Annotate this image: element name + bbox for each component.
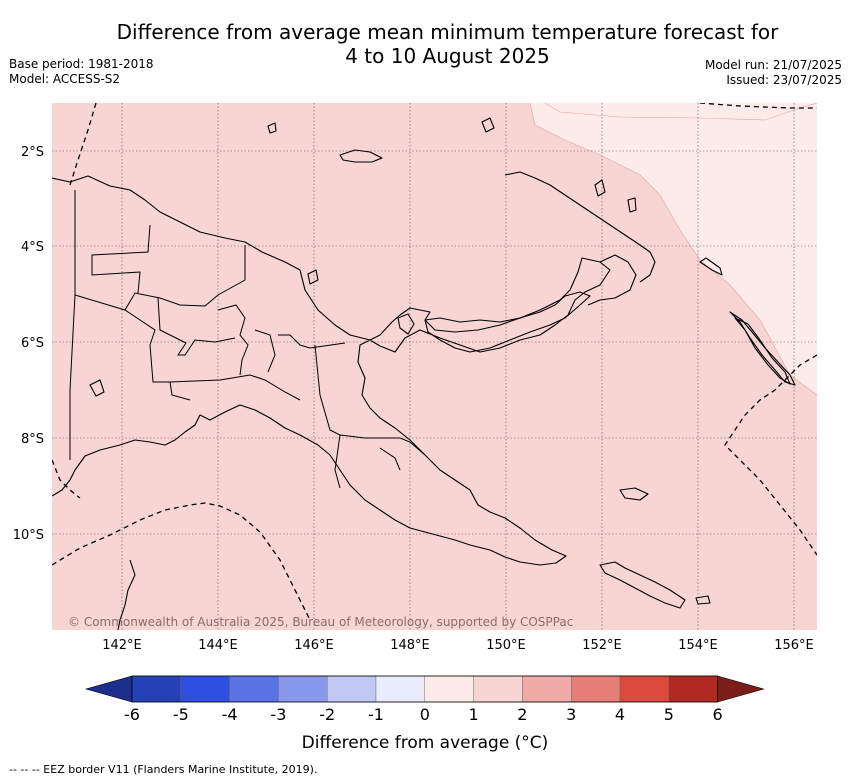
colorbar-tick-label: -1 (368, 705, 384, 724)
small-island-1 (481, 117, 495, 133)
colorbar-segment (522, 675, 572, 703)
small-island-2 (397, 313, 415, 335)
map-title: Difference from average mean minimum tem… (60, 20, 835, 68)
papuan-peninsula (587, 254, 637, 306)
lon-label-142e: 142°E (102, 638, 142, 653)
colorbar-tick-label: -5 (173, 705, 189, 724)
lat-label-8s: 8°S (21, 432, 44, 447)
lon-label-150e: 150°E (486, 638, 526, 653)
anomaly-contour (529, 103, 817, 396)
colorbar-tick-label: 2 (517, 705, 527, 724)
manus-island (339, 149, 383, 163)
lon-label-152e: 152°E (582, 638, 622, 653)
colorbar-segment (131, 675, 181, 703)
cape-york (117, 559, 136, 630)
issued-date: Issued: 23/07/2025 (726, 73, 842, 87)
new-britain (424, 291, 591, 353)
coastlines (52, 117, 796, 630)
model-name: Model: ACCESS-S2 (9, 72, 121, 86)
colorbar-tick-label: 6 (713, 705, 723, 724)
colorbar-segment (327, 675, 377, 703)
lat-label-6s: 6°S (21, 336, 44, 351)
colorbar-segment (619, 675, 669, 703)
colorbar-segment (375, 675, 425, 703)
colorbar-tick-label: -3 (270, 705, 286, 724)
small-island-3 (307, 269, 319, 285)
lon-labels: 142°E 144°E 146°E 148°E 150°E 152°E 154°… (102, 638, 814, 653)
anomaly-fill-northeast (530, 103, 817, 395)
model-run: Model run: 21/07/2025 (704, 58, 842, 72)
colorbar-outline (131, 675, 718, 703)
lon-label-144e: 144°E (198, 638, 238, 653)
colorbar (84, 675, 765, 703)
small-island-6 (89, 379, 105, 397)
colorbar-segment (278, 675, 328, 703)
lon-label-156e: 156°E (774, 638, 814, 653)
colorbar-extend-high (717, 675, 765, 703)
lat-labels: 2°S 4°S 6°S 8°S 10°S (13, 145, 44, 543)
colorbar-segment (424, 675, 474, 703)
meta-left: Base period: 1981-2018 Model: ACCESS-S2 (9, 57, 154, 87)
copyright-text: © Commonwealth of Australia 2025, Bureau… (68, 615, 573, 629)
lat-label-2s: 2°S (21, 145, 44, 160)
lon-label-148e: 148°E (390, 638, 430, 653)
louisiade-islands (599, 561, 686, 609)
new-guinea-coast (52, 175, 611, 566)
colorbar-segment (571, 675, 621, 703)
small-island-7 (267, 122, 277, 134)
colorbar-tick-label: 5 (664, 705, 674, 724)
colorbar-segment (180, 675, 230, 703)
lon-label-146e: 146°E (294, 638, 334, 653)
borders (69, 190, 426, 489)
base-period: Base period: 1981-2018 (9, 57, 154, 71)
lon-label-154e: 154°E (678, 638, 718, 653)
colorbar-segment (229, 675, 279, 703)
colorbar-title: Difference from average (°C) (301, 733, 549, 753)
eez-borders (52, 103, 817, 621)
bougainville (734, 317, 791, 385)
small-island-4 (594, 179, 637, 213)
colorbar-tick-label: -4 (222, 705, 238, 724)
colorbar-tick-label: -2 (319, 705, 335, 724)
colorbar-ticks: -6 -5 -4 -3 -2 -1 0 1 2 3 4 5 6 (124, 705, 723, 724)
small-island-5 (695, 595, 711, 605)
colorbar-tick-label: 0 (420, 705, 430, 724)
lat-label-4s: 4°S (21, 240, 44, 255)
colorbar-tick-label: -6 (124, 705, 140, 724)
title-line-2: 4 to 10 August 2025 (345, 44, 550, 68)
lat-label-10s: 10°S (13, 528, 44, 543)
colorbar-tick-label: 3 (566, 705, 576, 724)
north-coast (504, 171, 656, 283)
colorbar-segment (668, 675, 718, 703)
colorbar-tick-label: 1 (469, 705, 479, 724)
graticule (52, 103, 817, 630)
meta-right: Model run: 21/07/2025 Issued: 23/07/2025 (705, 58, 842, 88)
colorbar-segment (473, 675, 523, 703)
title-line-1: Difference from average mean minimum tem… (116, 20, 779, 44)
d-entrecasteaux (619, 487, 649, 501)
colorbar-tick-label: 4 (615, 705, 625, 724)
eez-footnote: -- -- -- EEZ border V11 (Flanders Marine… (9, 763, 318, 776)
colorbar-extend-low (84, 675, 133, 703)
